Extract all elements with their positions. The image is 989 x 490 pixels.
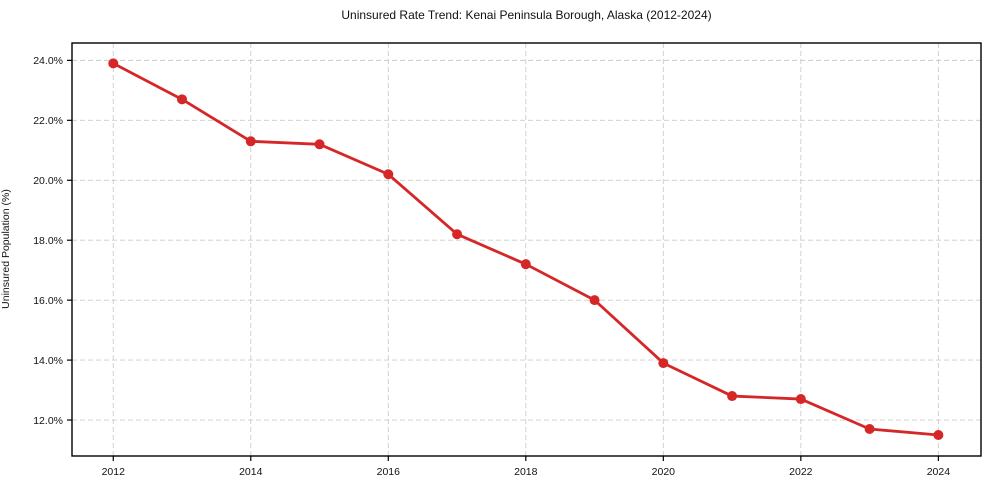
data-point: [658, 358, 669, 369]
data-point: [108, 58, 119, 69]
x-tick-label: 2014: [239, 466, 263, 478]
y-tick-label: 22.0%: [33, 115, 63, 127]
data-point: [314, 139, 325, 150]
data-point: [795, 394, 806, 405]
data-point: [589, 295, 600, 306]
data-point: [452, 229, 463, 240]
y-tick-label: 20.0%: [33, 175, 63, 187]
data-point: [520, 259, 531, 270]
y-tick-label: 16.0%: [33, 295, 63, 307]
x-tick-label: 2012: [102, 466, 126, 478]
y-tick-label: 24.0%: [33, 55, 63, 67]
data-point: [383, 169, 394, 180]
x-tick-label: 2016: [377, 466, 401, 478]
data-point: [933, 430, 944, 441]
data-point: [177, 94, 188, 105]
data-point: [864, 424, 875, 435]
y-tick-label: 12.0%: [33, 415, 63, 427]
data-point: [727, 391, 738, 402]
plot-border: [71, 42, 982, 457]
x-tick-label: 2018: [514, 466, 538, 478]
y-tick-label: 18.0%: [33, 235, 63, 247]
data-point: [245, 136, 256, 147]
x-tick-label: 2024: [927, 466, 951, 478]
y-tick-label: 14.0%: [33, 355, 63, 367]
x-tick-label: 2020: [652, 466, 676, 478]
chart-title: Uninsured Rate Trend: Kenai Peninsula Bo…: [341, 8, 712, 22]
x-tick-label: 2022: [789, 466, 813, 478]
